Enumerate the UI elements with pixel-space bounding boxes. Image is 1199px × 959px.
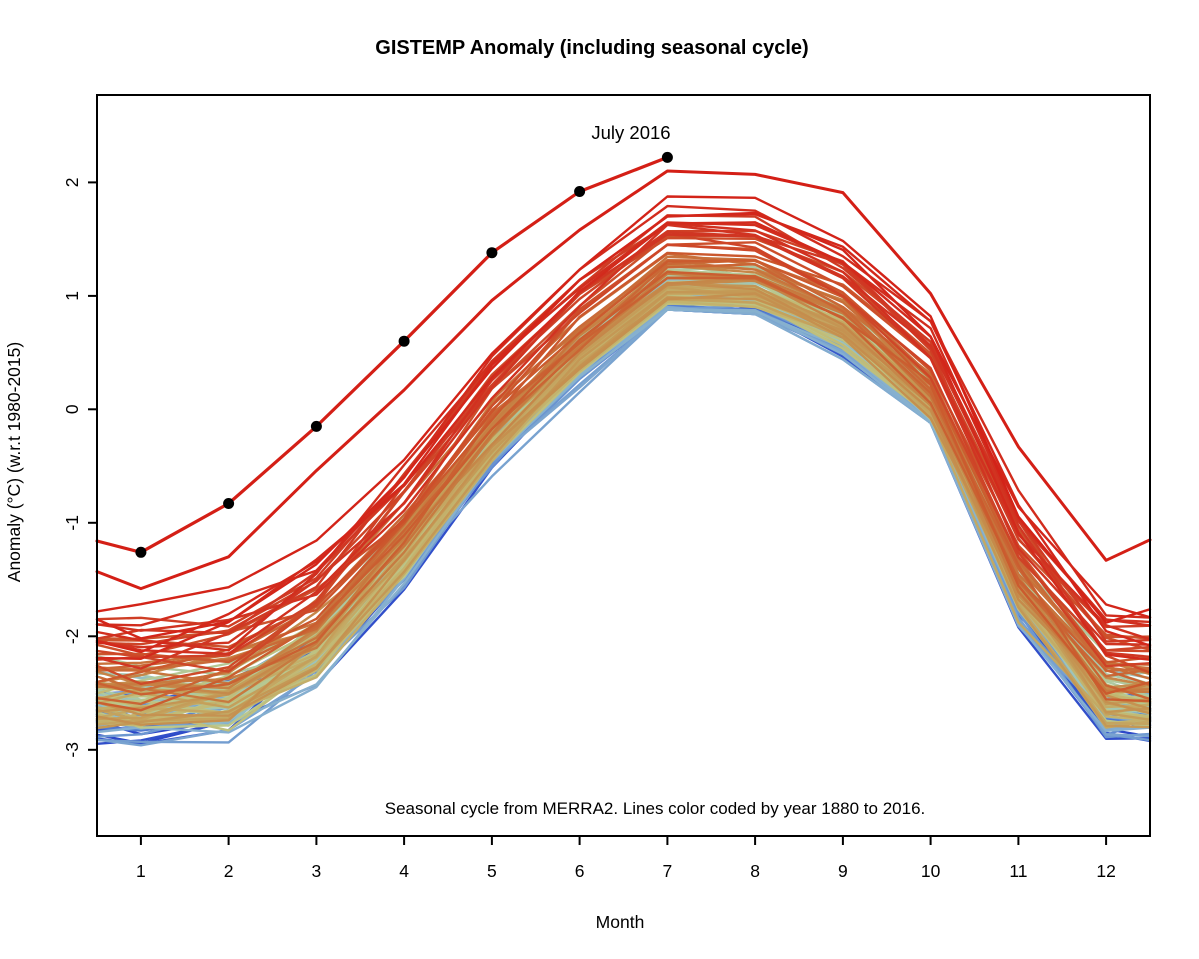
y-tick-label: 2 xyxy=(62,178,82,188)
x-tick-label: 8 xyxy=(750,861,760,881)
y-axis-title: Anomaly (°C) (w.r.t 1980-2015) xyxy=(4,342,24,582)
year-line-2016 xyxy=(95,155,670,554)
year-lines-group xyxy=(95,195,1152,747)
x-tick-label: 4 xyxy=(399,861,409,881)
x-tick-label: 12 xyxy=(1096,861,1115,881)
y-tick-label: -3 xyxy=(62,742,82,758)
x-tick-label: 5 xyxy=(487,861,497,881)
year-line xyxy=(95,223,1152,632)
plot-border-box xyxy=(96,94,1151,837)
year-line-2015 xyxy=(95,169,1152,591)
year-line xyxy=(95,221,1152,652)
source-annotation: Seasonal cycle from MERRA2. Lines color … xyxy=(385,799,926,818)
y-axis: 2 1 0 -1 -2 -3 xyxy=(62,178,97,758)
x-tick-label: 1 xyxy=(136,861,146,881)
data-point-marker xyxy=(310,420,322,432)
data-point-marker xyxy=(398,335,410,347)
data-point-marker xyxy=(661,151,673,163)
x-axis: 1 2 3 4 5 6 7 8 9 10 11 12 xyxy=(136,836,1116,881)
x-tick-label: 9 xyxy=(838,861,848,881)
x-tick-label: 10 xyxy=(921,861,941,881)
y-tick-label: 0 xyxy=(62,404,82,414)
highlight-year-label: July 2016 xyxy=(591,122,670,143)
year-line xyxy=(95,233,1152,649)
year-line xyxy=(95,204,1152,627)
year-line xyxy=(95,195,1152,624)
data-point-marker xyxy=(135,546,147,558)
x-tick-label: 6 xyxy=(575,861,585,881)
line-2016-highlight xyxy=(95,151,673,558)
data-point-marker xyxy=(223,498,235,509)
x-tick-label: 11 xyxy=(1009,861,1027,881)
line-2015 xyxy=(95,169,1152,591)
y-tick-label: -1 xyxy=(62,515,82,531)
y-tick-label: -2 xyxy=(62,629,82,645)
year-line xyxy=(95,263,1152,706)
y-tick-label: 1 xyxy=(62,291,82,301)
year-line xyxy=(95,291,1152,730)
year-line xyxy=(95,270,1152,712)
x-axis-title: Month xyxy=(596,912,645,932)
data-point-marker xyxy=(486,247,498,259)
year-line xyxy=(95,274,1152,704)
x-tick-label: 3 xyxy=(312,861,322,881)
x-tick-label: 7 xyxy=(663,861,673,881)
year-line xyxy=(95,211,1152,640)
x-tick-label: 2 xyxy=(224,861,234,881)
data-point-marker xyxy=(574,186,586,197)
chart-title: GISTEMP Anomaly (including seasonal cycl… xyxy=(375,37,808,59)
year-line xyxy=(95,289,1152,706)
